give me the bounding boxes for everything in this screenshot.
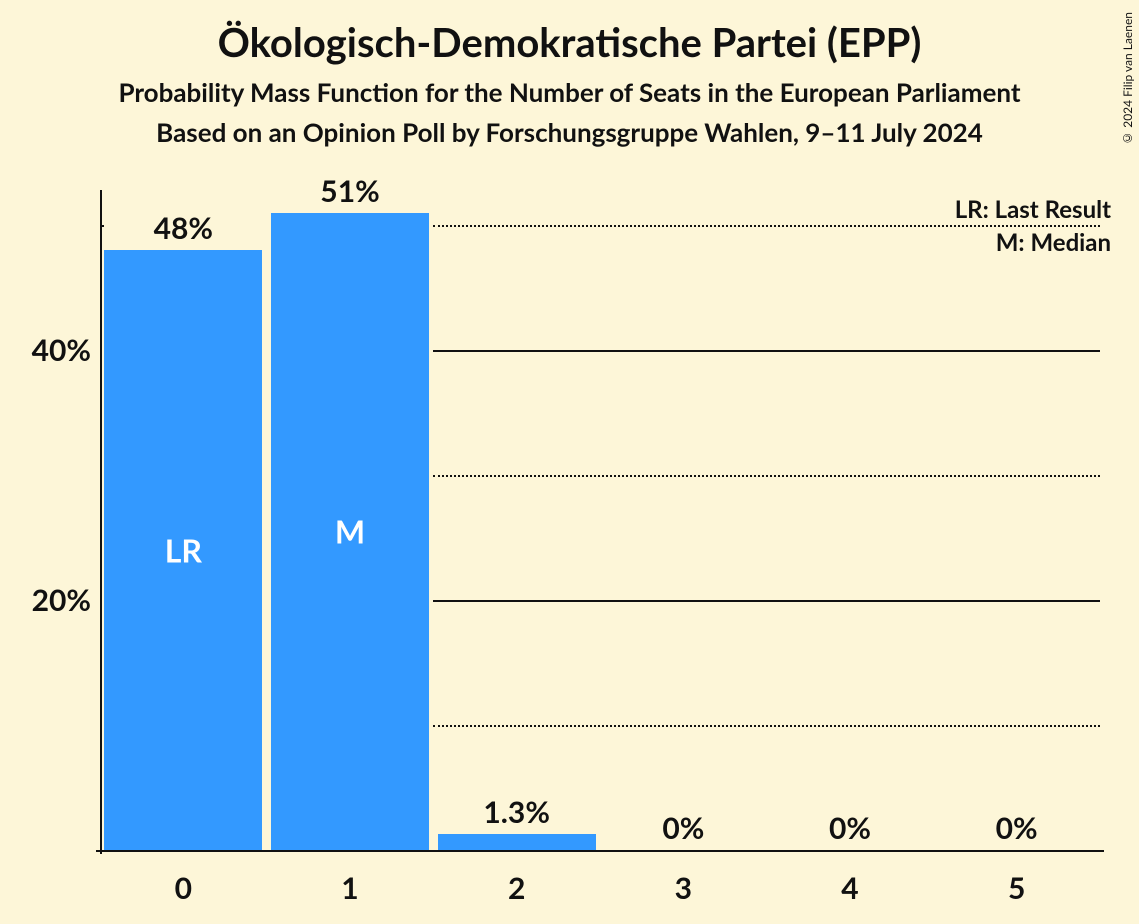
- gridline-major: [433, 350, 1100, 352]
- bar-value-label: 48%: [154, 210, 213, 246]
- y-axis-line: [100, 190, 102, 854]
- chart-subtitle-1: Probability Mass Function for the Number…: [0, 76, 1139, 108]
- x-axis-tick-label: 1: [341, 870, 358, 906]
- gridline-minor: [433, 475, 1100, 477]
- bar: [438, 834, 596, 850]
- bar-inner-label: LR: [165, 531, 202, 570]
- x-axis-line: [96, 850, 1104, 852]
- bar-inner-label: M: [335, 512, 365, 551]
- chart-title: Ökologisch-Demokratische Partei (EPP): [0, 18, 1139, 66]
- gridline-minor: [100, 225, 104, 227]
- bar-value-label: 0%: [996, 810, 1038, 846]
- x-axis-tick-label: 3: [675, 870, 692, 906]
- gridline-minor: [433, 225, 1100, 227]
- bar-value-label: 51%: [320, 173, 379, 209]
- bar-value-label: 0%: [829, 810, 871, 846]
- y-axis-tick-label: 20%: [32, 582, 91, 618]
- x-axis-tick-label: 4: [841, 870, 858, 906]
- legend-median: M: Median: [996, 228, 1111, 257]
- bar-value-label: 1.3%: [483, 794, 550, 830]
- gridline-minor: [433, 725, 1100, 727]
- chart-container: Ökologisch-Demokratische Partei (EPP) Pr…: [0, 0, 1139, 924]
- x-axis-tick-label: 0: [175, 870, 192, 906]
- plot-area: 48%LR51%M1.3%0%0%0%: [100, 200, 1100, 850]
- x-axis-tick-label: 5: [1008, 870, 1025, 906]
- copyright-label: © 2024 Filip van Laenen: [1120, 12, 1135, 146]
- chart-subtitle-2: Based on an Opinion Poll by Forschungsgr…: [0, 116, 1139, 148]
- bar-value-label: 0%: [662, 810, 704, 846]
- gridline-major: [433, 600, 1100, 602]
- legend-last-result: LR: Last Result: [955, 195, 1111, 224]
- x-axis-tick-label: 2: [508, 870, 525, 906]
- y-axis-tick-label: 40%: [32, 332, 91, 368]
